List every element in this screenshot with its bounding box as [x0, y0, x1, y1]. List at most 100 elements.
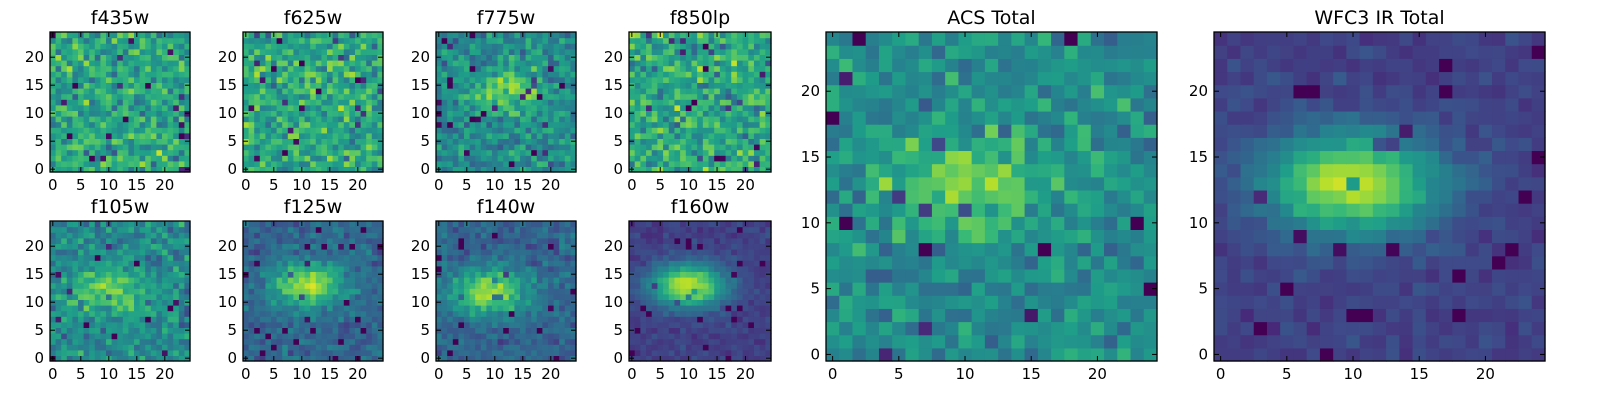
heatmap-cell [106, 226, 113, 233]
heatmap-cell [94, 265, 101, 272]
heatmap-cell [299, 71, 306, 78]
heatmap-cell [725, 293, 732, 300]
heatmap-cell [332, 333, 339, 340]
heatmap-cell [366, 155, 373, 162]
heatmap-cell [248, 138, 255, 145]
heatmap-cell [128, 65, 135, 72]
heatmap-cell [542, 299, 549, 306]
heatmap-cell [156, 260, 163, 267]
heatmap-cell [497, 99, 504, 106]
heatmap-cell [360, 349, 367, 356]
heatmap-cell [674, 99, 681, 106]
heatmap-cell [145, 333, 152, 340]
heatmap-cell [128, 144, 135, 151]
heatmap-cell [514, 265, 521, 272]
heatmap-cell [680, 76, 687, 83]
heatmap-cell [452, 155, 459, 162]
heatmap-cell [719, 338, 727, 345]
heatmap-cell [66, 271, 73, 278]
heatmap-cell [486, 338, 493, 345]
heatmap-cell [719, 160, 727, 167]
heatmap-cell [475, 293, 482, 300]
heatmap-cell [486, 249, 493, 256]
heatmap-cell [343, 82, 350, 89]
heatmap-cell [634, 310, 641, 317]
heatmap-cell [447, 155, 454, 162]
heatmap-cell [299, 226, 306, 233]
heatmap-cell [377, 254, 384, 261]
heatmap-cell [697, 32, 704, 39]
heatmap-cell [78, 65, 85, 72]
heatmap-cell [531, 282, 538, 289]
heatmap-cell [441, 243, 448, 250]
heatmap-cell [117, 132, 124, 139]
heatmap-cell [282, 344, 289, 351]
heatmap-cell [83, 226, 90, 233]
heatmap-cell [366, 282, 373, 289]
heatmap-cell [708, 48, 715, 55]
heatmap-cell [134, 110, 141, 117]
heatmap-cell [271, 48, 278, 55]
heatmap-cell [469, 155, 476, 162]
heatmap-cell [366, 43, 373, 50]
heatmap-cell [629, 88, 636, 95]
heatmap-cell [742, 299, 749, 306]
heatmap-cell [570, 65, 577, 72]
heatmap-cell [310, 293, 317, 300]
heatmap-cell [536, 265, 543, 272]
y-tick-label: 15 [411, 76, 430, 94]
heatmap-cell [680, 316, 687, 323]
heatmap-cell [184, 43, 191, 50]
heatmap-cell [371, 32, 378, 39]
heatmap-cell [371, 249, 378, 256]
heatmap-cell [310, 338, 317, 345]
heatmap-cell [668, 333, 676, 340]
heatmap-cell [83, 299, 90, 306]
heatmap-cell [178, 277, 185, 284]
heatmap-cell [371, 310, 378, 317]
heatmap-cell [514, 327, 521, 334]
heatmap-cell [61, 327, 68, 334]
heatmap-cell [184, 260, 191, 267]
heatmap-cell [94, 43, 101, 50]
heatmap-cell [50, 43, 57, 50]
heatmap-cell [355, 293, 362, 300]
heatmap-cell [548, 43, 555, 50]
heatmap-cell [514, 132, 521, 139]
heatmap-cell [634, 282, 641, 289]
y-tick-label: 0 [420, 349, 430, 367]
heatmap-cell [287, 349, 294, 356]
heatmap-cell [167, 116, 174, 123]
x-tick-label: 20 [541, 365, 560, 383]
heatmap-cell [651, 149, 658, 156]
heatmap-cell [254, 232, 261, 239]
heatmap-cell [50, 232, 57, 239]
heatmap-cell [497, 166, 504, 173]
x-tick-label: 10 [292, 365, 311, 383]
heatmap-cell [94, 104, 101, 111]
heatmap-cell [94, 260, 101, 267]
heatmap-cell [248, 60, 255, 67]
heatmap-cell [508, 54, 515, 61]
heatmap-cell [259, 99, 266, 106]
heatmap-cell [178, 260, 185, 267]
heatmap-cell [680, 282, 687, 289]
heatmap-cell [725, 48, 732, 55]
heatmap-cell [265, 226, 272, 233]
heatmap-cell [338, 127, 345, 134]
heatmap-cell [150, 104, 157, 111]
heatmap-cell [145, 243, 152, 250]
heatmap-cell [327, 232, 334, 239]
heatmap-cell [265, 166, 272, 173]
heatmap-cell [680, 32, 687, 39]
heatmap-cell [564, 54, 571, 61]
heatmap-cell [293, 344, 300, 351]
heatmap-cell [134, 149, 141, 156]
heatmap-cell [753, 104, 761, 111]
heatmap-cell [173, 333, 180, 340]
heatmap-cell [173, 93, 180, 100]
heatmap-cell [128, 327, 135, 334]
heatmap-cell [458, 93, 465, 100]
heatmap-cell [304, 232, 311, 239]
heatmap-cell [167, 76, 174, 83]
